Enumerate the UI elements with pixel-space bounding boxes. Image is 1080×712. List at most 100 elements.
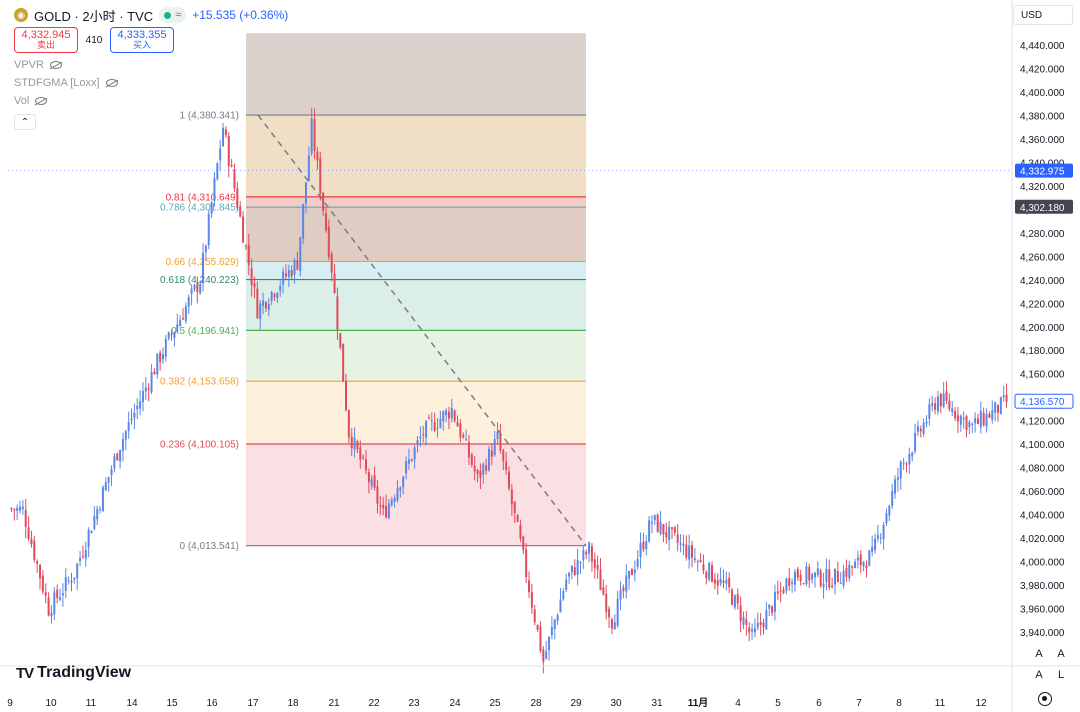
y-tick-label: 3,960.000 [1020, 605, 1065, 616]
candle-body [731, 589, 734, 605]
candle-body [805, 566, 808, 585]
tradingview-logo[interactable]: TV TradingView [16, 664, 131, 682]
candle-body [951, 408, 954, 413]
wave-icon: ≈ [175, 8, 182, 21]
candle-body [828, 569, 831, 588]
candle-body [330, 254, 333, 273]
sell-button[interactable]: 4,332.945 卖出 [14, 27, 78, 53]
log-scale-button[interactable]: L [1057, 669, 1065, 681]
buy-button[interactable]: 4,333.355 买入 [110, 27, 174, 53]
candle-body [270, 291, 273, 301]
candle-body [888, 506, 891, 516]
candle-body [979, 411, 982, 428]
auto-scale-button-2[interactable]: A [1057, 648, 1065, 660]
candle-body [87, 529, 90, 548]
candle-body [430, 420, 433, 422]
candle-body [376, 486, 379, 504]
candle-body [202, 252, 205, 284]
eye-slash-icon[interactable] [35, 97, 48, 105]
x-tick-label: 25 [489, 698, 501, 709]
auto-scale-button[interactable]: A [1035, 648, 1043, 660]
candle-body [868, 550, 871, 567]
market-status[interactable]: ≈ [159, 7, 187, 23]
candle-body [816, 568, 819, 576]
candle-body [256, 288, 259, 319]
candle-body [685, 544, 688, 558]
candle-body [204, 245, 207, 253]
candle-body [568, 572, 571, 577]
candle-body [293, 260, 296, 275]
candle-body [788, 578, 791, 587]
gear-icon[interactable] [1038, 692, 1052, 706]
y-tick-label: 3,940.000 [1020, 628, 1065, 639]
candle-body [945, 391, 948, 401]
candle-body [147, 388, 150, 390]
candle-body [382, 504, 385, 509]
candle-body [90, 531, 93, 534]
candle-body [436, 427, 439, 429]
candle-body [24, 509, 27, 527]
indicator-label: STDFGMA [Loxx] [14, 77, 100, 89]
candle-body [419, 436, 422, 439]
candle-body [296, 260, 299, 270]
candle-body [279, 285, 282, 291]
candle-body [387, 503, 390, 518]
candle-body [276, 292, 279, 299]
eye-slash-icon[interactable] [49, 61, 62, 69]
candle-body [233, 169, 236, 189]
candle-body [796, 569, 799, 578]
candle-body [153, 371, 156, 375]
candle-body [399, 487, 402, 491]
candle-body [885, 513, 888, 524]
candle-body [811, 574, 814, 580]
candle-body [59, 597, 62, 600]
candle-body [576, 560, 579, 576]
indicator-stdfgma[interactable]: STDFGMA [Loxx] [14, 77, 118, 89]
candle-body [602, 587, 605, 595]
candle-body [61, 593, 64, 596]
candle-body [141, 390, 144, 403]
candle-body [496, 431, 499, 440]
auto-button[interactable]: A [1035, 669, 1043, 681]
indicator-vpvr[interactable]: VPVR [14, 59, 62, 71]
candle-body [896, 477, 899, 481]
x-tick-label: 6 [816, 698, 822, 709]
candle-body [550, 627, 553, 636]
candle-body [848, 564, 851, 579]
indicator-vol[interactable]: Vol [14, 95, 48, 107]
candle-body [322, 192, 325, 211]
candle-body [439, 418, 442, 428]
candle-body [170, 334, 173, 336]
x-tick-label: 9 [7, 698, 13, 709]
candle-body [362, 456, 365, 458]
candle-body [216, 163, 219, 180]
candle-body [562, 591, 565, 600]
candle-body [650, 522, 653, 524]
eye-slash-icon[interactable] [105, 79, 118, 87]
candle-body [345, 381, 348, 411]
candle-body [588, 542, 591, 554]
candle-body [210, 202, 213, 214]
symbol-header[interactable]: ◉ GOLD · 2小时 · TVC ≈ +15.535 (+0.36%) [14, 6, 288, 24]
currency-selector[interactable]: USD [1013, 5, 1073, 25]
collapse-legend-button[interactable]: ⌃ [14, 114, 36, 130]
candle-body [728, 577, 731, 588]
x-tick-label: 22 [368, 698, 380, 709]
candle-body [442, 411, 445, 422]
candle-body [579, 562, 582, 564]
candle-body [282, 271, 285, 285]
symbol-title[interactable]: GOLD · 2小时 · TVC [34, 8, 154, 24]
candle-body [736, 594, 739, 604]
candle-body [33, 540, 36, 560]
candle-body [184, 306, 187, 322]
y-tick-label: 4,380.000 [1020, 111, 1065, 122]
candle-body [104, 482, 107, 491]
candle-body [510, 489, 513, 505]
candle-body [739, 605, 742, 622]
y-tick-label: 4,120.000 [1020, 417, 1065, 428]
sell-price: 4,332.945 [21, 28, 71, 41]
candle-body [302, 203, 305, 239]
x-tick-label: 21 [328, 698, 340, 709]
candle-body [839, 582, 842, 584]
